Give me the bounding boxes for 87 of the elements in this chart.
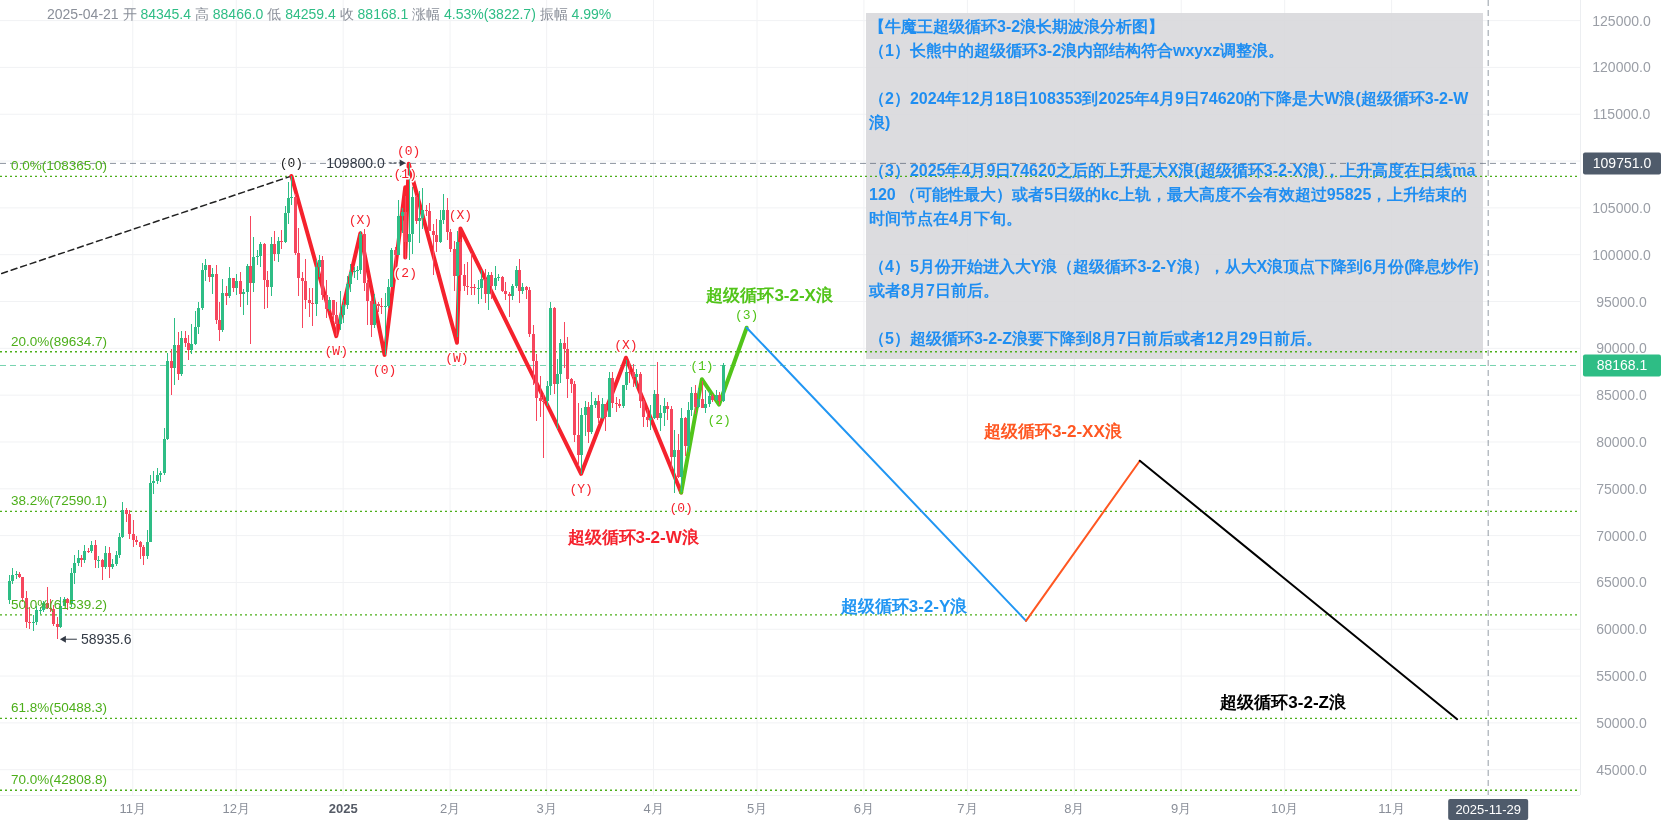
- annotation: (X): [448, 208, 473, 224]
- ref-line-label: 70.0%(42808.8): [11, 772, 108, 788]
- y-tick-label: 45000.0: [1596, 761, 1648, 778]
- candlestick: [466, 262, 469, 296]
- ref-line-label: 88168.1: [1596, 357, 1648, 374]
- y-tick-label: 100000.0: [1592, 246, 1651, 263]
- x-tick-label: 8月: [1064, 801, 1085, 816]
- x-tick-label: 11月: [119, 801, 147, 816]
- series-label: 超级循环3-2-Y浪: [839, 597, 969, 617]
- y-tick-label: 125000.0: [1592, 12, 1651, 29]
- line-series: [679, 325, 749, 495]
- x-tick-label: 4月: [643, 801, 664, 816]
- x-tick-label: 9月: [1171, 801, 1192, 816]
- x-tick-label: 6月: [853, 801, 875, 816]
- x-tick-label: 12月: [222, 801, 250, 816]
- annotation: (X): [348, 213, 373, 229]
- y-tick-label: 55000.0: [1596, 668, 1648, 685]
- ref-line-label: 61.8%(50488.3): [11, 700, 108, 716]
- annotation: (0): [372, 362, 397, 378]
- candlestick: [211, 268, 214, 295]
- x-tick-label: 7月: [957, 801, 978, 816]
- text: 超级循环3-2-X浪: [705, 286, 834, 306]
- x-tick-label: 5月: [746, 801, 768, 816]
- annotation: （3）2025年4月9日74620之后的上升是大X浪(超级循环3-2-X浪)，上升高度在日线ma 120 （可能性最大）或者5日级的kc上轨，最大高度不会有效超过95825，上升结束的时间节点在4月下旬。: [869, 161, 1477, 229]
- candlestick: [242, 289, 245, 315]
- ref-line-label: 20.0%(89634.7): [11, 333, 108, 349]
- candlestick: [470, 253, 473, 296]
- candlestick: [673, 430, 676, 494]
- candlestick: [311, 288, 314, 326]
- annotation: (0): [396, 143, 421, 159]
- candlestick: [649, 405, 652, 430]
- y-tick-label: 115000.0: [1592, 106, 1651, 123]
- candlestick: [508, 292, 511, 317]
- y-tick-label: 65000.0: [1596, 574, 1648, 591]
- text: 超级循环3-2-W浪: [566, 528, 700, 548]
- ref-line-label: 109751.0: [1592, 155, 1652, 172]
- y-tick-label: 50000.0: [1596, 714, 1648, 731]
- x-tick-label: 11月: [1378, 801, 1405, 816]
- annotation: (2): [707, 412, 731, 428]
- candlestick: [377, 301, 380, 313]
- candlestick: [704, 390, 707, 413]
- ref-line-label: 38.2%(72590.1): [11, 493, 108, 509]
- candlestick: [646, 409, 649, 428]
- candlestick: [594, 398, 597, 408]
- candlestick: [628, 362, 631, 383]
- y-tick-label: 60000.0: [1596, 621, 1648, 638]
- series-label: 超级循环3-2-XX浪: [982, 422, 1123, 442]
- candlestick: [418, 190, 421, 243]
- candlestick: [249, 216, 252, 344]
- ref-line-label: 0.0%(108365.0): [11, 158, 108, 174]
- text: 2025-04-21 开 84345.4 高 88466.0 低 84259.4 收 88168.1 涨幅 4.53%(3822.7) 振幅 4.99%: [47, 6, 612, 22]
- y-tick-label: 90000.0: [1596, 340, 1648, 357]
- y-tick-label: 85000.0: [1596, 387, 1648, 404]
- candlestick: [225, 286, 228, 306]
- candlestick: [170, 348, 173, 395]
- text: 【牛魔王超级循环3-2浪长期波浪分析图】: [869, 17, 1166, 37]
- annotation: (W): [445, 350, 469, 366]
- x-tick-label: 2025: [328, 801, 358, 816]
- annotation: （5）超级循环3-2-Z浪要下降到8月7日前后或者12月29日前后。: [869, 329, 1323, 349]
- candlestick: [97, 555, 100, 568]
- candlestick: [380, 297, 383, 314]
- text: 超级循环3-2-Z浪: [1219, 692, 1347, 712]
- annotation: (W): [324, 344, 348, 360]
- candlestick: [280, 229, 283, 250]
- ref-line-label: 2025-11-29: [1455, 802, 1521, 817]
- x-tick-label: 10月: [1270, 801, 1299, 816]
- annotation: (0): [669, 500, 693, 516]
- annotation: （4）5月份开始进入大Y浪（超级循环3-2-Y浪），从大X浪顶点下降到6月份(降息炒作)或者8月7日前后。: [869, 257, 1479, 301]
- candlestick: [15, 570, 18, 579]
- annotation: 109800.0: [326, 154, 385, 171]
- y-tick-label: 80000.0: [1596, 433, 1648, 450]
- x-tick-label: 2月: [439, 801, 461, 816]
- y-tick-label: 120000.0: [1592, 59, 1651, 76]
- candlestick: [56, 616, 59, 640]
- annotation: （2）2024年12月18日108353到2025年4月9日74620的下降是大W浪(超级循环3-2-W浪): [869, 89, 1470, 133]
- annotation: (0): [279, 156, 304, 172]
- y-tick-label: 95000.0: [1596, 293, 1648, 310]
- x-tick-label: 3月: [536, 801, 557, 816]
- y-tick-label: 105000.0: [1592, 199, 1651, 216]
- y-tick-label: 70000.0: [1596, 527, 1648, 544]
- annotation: 58935.6: [80, 631, 132, 648]
- y-tick-label: 75000.0: [1596, 480, 1648, 497]
- annotation: (Y): [569, 481, 593, 497]
- annotation: (3): [734, 307, 759, 323]
- annotation: (X): [614, 337, 638, 353]
- annotation: （1）长熊中的超级循环3-2浪内部结构符合wxyxz调整浪。: [869, 41, 1286, 61]
- candlestick: [159, 470, 162, 482]
